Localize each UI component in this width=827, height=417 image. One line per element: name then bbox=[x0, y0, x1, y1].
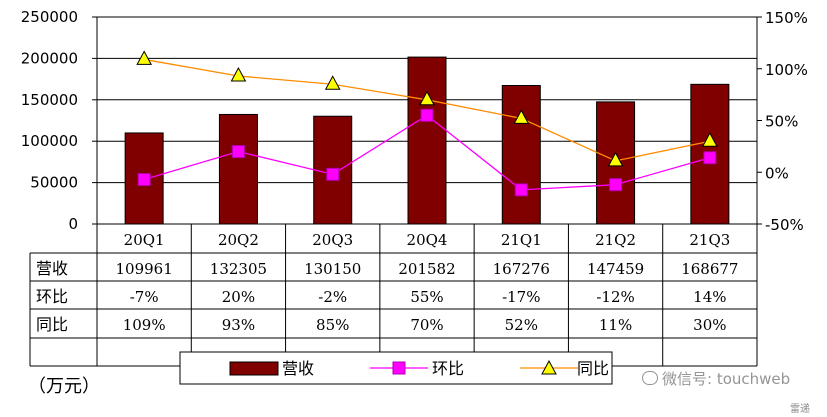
data-label: 20% bbox=[222, 288, 255, 306]
data-label: 201582 bbox=[398, 260, 455, 278]
huanbi-point-21Q2 bbox=[609, 178, 623, 192]
tongbi-point-20Q4 bbox=[419, 90, 435, 106]
data-label: 70% bbox=[410, 316, 443, 334]
category-label: 21Q2 bbox=[595, 231, 636, 249]
data-label: 55% bbox=[410, 288, 443, 306]
left-tick-label: 250000 bbox=[21, 8, 78, 26]
data-label: 11% bbox=[599, 316, 632, 334]
legend-label-revenue: 营收 bbox=[282, 359, 314, 378]
category-label: 20Q2 bbox=[218, 231, 259, 249]
left-tick-label: 50000 bbox=[30, 174, 78, 192]
tongbi-point-21Q3 bbox=[702, 132, 718, 147]
watermark-sub: 雷递 bbox=[790, 404, 810, 415]
category-label: 20Q3 bbox=[312, 231, 353, 249]
legend-label-huanbi: 环比 bbox=[432, 359, 464, 378]
watermark: 微信号: touchweb bbox=[642, 368, 790, 389]
legend-marker-huanbi bbox=[392, 361, 406, 375]
row-label: 环比 bbox=[36, 287, 68, 306]
data-label: 167276 bbox=[493, 260, 550, 278]
bar-series bbox=[124, 56, 730, 225]
data-label: 109961 bbox=[116, 260, 173, 278]
tongbi-point-20Q3 bbox=[324, 75, 341, 90]
right-tick-label: 0% bbox=[765, 164, 789, 182]
legend-swatch-revenue bbox=[229, 361, 279, 376]
data-label: 30% bbox=[693, 316, 726, 334]
legend-marker-tongbi bbox=[541, 359, 557, 375]
watermark-text: 微信号: touchweb bbox=[662, 370, 791, 388]
category-label: 20Q4 bbox=[407, 231, 448, 249]
tongbi-point-21Q1 bbox=[513, 109, 530, 124]
category-label: 21Q3 bbox=[689, 231, 730, 249]
left-tick-label: 0 bbox=[68, 215, 78, 233]
bar-20Q2 bbox=[218, 113, 258, 225]
left-tick-label: 150000 bbox=[21, 91, 78, 109]
legend-label-tongbi: 同比 bbox=[577, 359, 609, 378]
bar-21Q1 bbox=[501, 84, 541, 225]
tongbi-point-21Q2 bbox=[607, 151, 624, 167]
left-tick-label: 200000 bbox=[21, 49, 78, 67]
data-label: 109% bbox=[123, 316, 166, 334]
unit-label: （万元） bbox=[28, 376, 100, 397]
data-label: 130150 bbox=[304, 260, 361, 278]
data-label: 85% bbox=[316, 316, 349, 334]
huanbi-point-21Q1 bbox=[514, 183, 528, 197]
huanbi-point-20Q3 bbox=[326, 167, 340, 181]
bar-20Q4 bbox=[407, 56, 447, 225]
huanbi-point-21Q3 bbox=[703, 151, 717, 165]
legend: 营收 环比 同比 bbox=[179, 351, 613, 385]
huanbi-point-20Q2 bbox=[231, 145, 245, 159]
category-label: 20Q1 bbox=[124, 231, 165, 249]
axes: 0 50000 100000 150000 200000 250000 -50% 0% 50% 1… bbox=[21, 8, 808, 234]
row-label: 营收 bbox=[36, 259, 68, 278]
data-label: 14% bbox=[693, 288, 726, 306]
line-series bbox=[136, 50, 718, 197]
row-label: 同比 bbox=[36, 315, 68, 334]
right-tick-label: 150% bbox=[765, 9, 808, 27]
data-label: 93% bbox=[222, 316, 255, 334]
left-tick-label: 100000 bbox=[21, 132, 78, 150]
huanbi-point-20Q4 bbox=[420, 108, 434, 122]
data-label: 168677 bbox=[681, 260, 738, 278]
data-label: -17% bbox=[502, 288, 540, 306]
huanbi-point-20Q1 bbox=[137, 172, 151, 186]
right-tick-label: 50% bbox=[765, 113, 798, 131]
right-tick-label: 100% bbox=[765, 61, 808, 79]
wechat-icon bbox=[642, 371, 658, 385]
category-label: 21Q1 bbox=[501, 231, 542, 249]
data-label: 52% bbox=[505, 316, 538, 334]
data-label: -12% bbox=[596, 288, 634, 306]
data-label: -7% bbox=[130, 288, 159, 306]
data-table: 20Q1 20Q2 20Q3 20Q4 21Q1 21Q2 21Q3 营收 109961 1323… bbox=[29, 223, 758, 367]
right-tick-label: -50% bbox=[765, 216, 804, 234]
tongbi-point-20Q1 bbox=[136, 50, 152, 65]
data-label: -2% bbox=[318, 288, 347, 306]
data-label: 147459 bbox=[587, 260, 644, 278]
tongbi-point-20Q2 bbox=[230, 66, 247, 82]
data-label: 132305 bbox=[210, 260, 267, 278]
